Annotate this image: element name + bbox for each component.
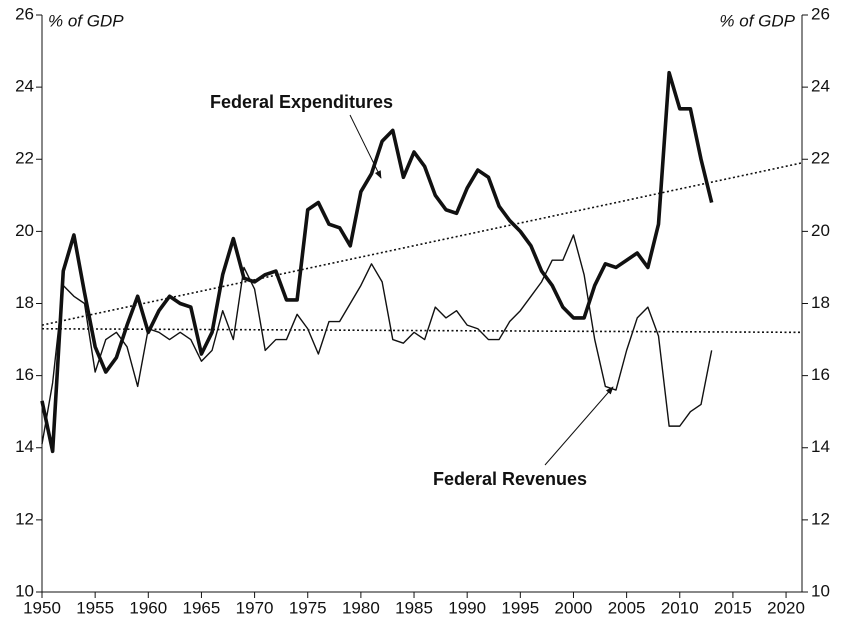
annotation-arrow — [544, 386, 614, 466]
x-tick-label: 2005 — [608, 598, 646, 617]
y-tick-label: 22 — [15, 149, 34, 168]
y2-tick-label: 22 — [811, 149, 830, 168]
y2-tick-label: 18 — [811, 293, 830, 312]
x-tick-label: 1985 — [395, 598, 433, 617]
x-tick-label: 1990 — [448, 598, 486, 617]
x-tick-label: 1950 — [23, 598, 61, 617]
x-tick-label: 2015 — [714, 598, 752, 617]
x-tick-label: 1965 — [183, 598, 221, 617]
y-tick-label: 10 — [15, 581, 34, 600]
trend-line — [41, 162, 803, 326]
x-tick-label: 1975 — [289, 598, 327, 617]
x-tick-label: 2010 — [661, 598, 699, 617]
y-tick-label: 14 — [15, 437, 34, 456]
annotation: Federal Expenditures — [210, 92, 393, 112]
y2-axis-label: % of GDP — [719, 11, 795, 30]
y-tick-label: 24 — [15, 77, 34, 96]
x-tick-label: 1995 — [501, 598, 539, 617]
y2-tick-label: 20 — [811, 221, 830, 240]
y2-tick-label: 24 — [811, 77, 830, 96]
x-tick-label: 2020 — [767, 598, 805, 617]
y2-tick-label: 12 — [811, 509, 830, 528]
y2-tick-label: 10 — [811, 581, 830, 600]
y-tick-label: 16 — [15, 365, 34, 384]
y2-tick-label: 26 — [811, 4, 830, 23]
y-tick-label: 26 — [15, 4, 34, 23]
annotation-arrow — [349, 114, 382, 179]
x-tick-label: 1980 — [342, 598, 380, 617]
y-tick-label: 18 — [15, 293, 34, 312]
annotation: Federal Revenues — [433, 469, 587, 489]
x-tick-label: 1960 — [129, 598, 167, 617]
data-line — [40, 70, 714, 454]
y2-tick-label: 14 — [811, 437, 830, 456]
trend-line — [41, 327, 803, 334]
x-tick-label: 2000 — [555, 598, 593, 617]
y-axis-label: % of GDP — [48, 11, 124, 30]
y-tick-label: 12 — [15, 509, 34, 528]
x-tick-label: 1955 — [76, 598, 114, 617]
data-line — [41, 234, 713, 445]
x-tick-label: 1970 — [236, 598, 274, 617]
y-tick-label: 20 — [15, 221, 34, 240]
y2-tick-label: 16 — [811, 365, 830, 384]
